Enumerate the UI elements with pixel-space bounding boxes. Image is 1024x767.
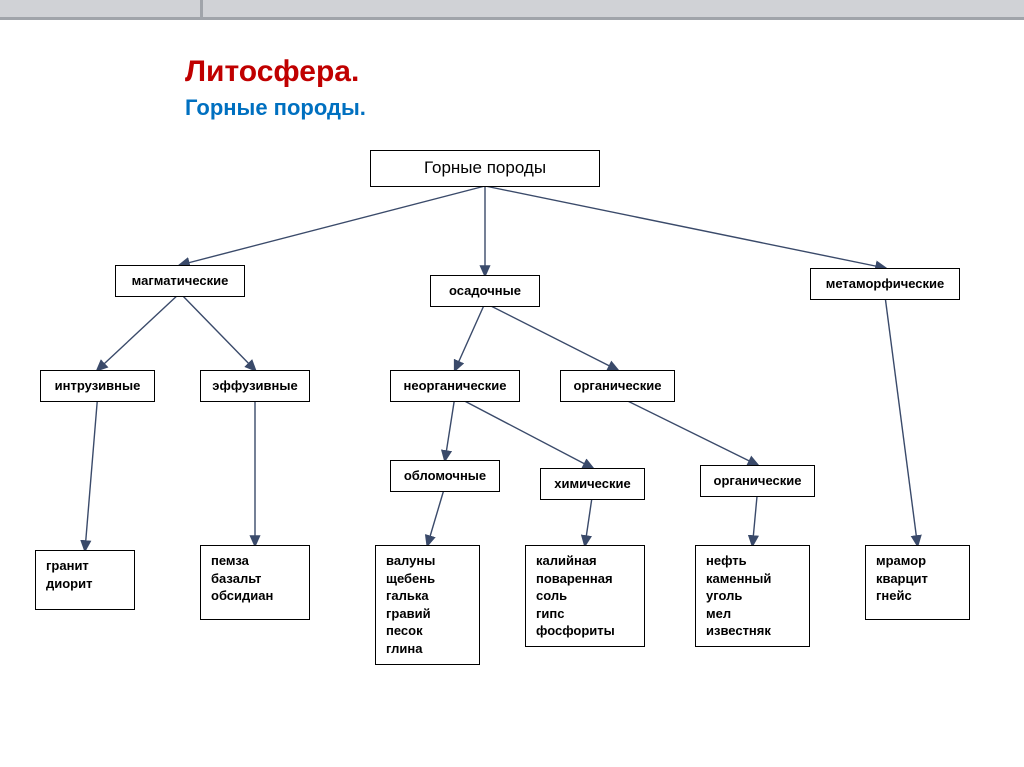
slide-top-border <box>0 0 1024 20</box>
edge-inorganic-chemical <box>455 396 593 468</box>
edge-organic1-organic2 <box>618 396 758 465</box>
node-root: Горные породы <box>370 150 600 187</box>
node-leaf_effusive: пемзабазальтобсидиан <box>200 545 310 620</box>
node-organic2: органические <box>700 465 815 497</box>
node-leaf_chemical: калийнаяповареннаясольгипсфосфориты <box>525 545 645 647</box>
node-inorganic: неорганические <box>390 370 520 402</box>
node-magmatic: магматические <box>115 265 245 297</box>
edge-chemical-leaf_chemical <box>585 494 593 545</box>
edge-root-metamorphic <box>485 186 885 268</box>
edge-sedimentary-inorganic <box>455 303 485 370</box>
edge-magmatic-effusive <box>180 293 255 370</box>
edge-metamorphic-leaf_metamorphic <box>885 296 918 545</box>
node-effusive: эффузивные <box>200 370 310 402</box>
edge-intrusive-leaf_intrusive <box>85 398 98 550</box>
node-organic1: органические <box>560 370 675 402</box>
node-metamorphic: метаморфические <box>810 268 960 300</box>
edge-sedimentary-organic1 <box>485 303 618 370</box>
node-leaf_metamorphic: мраморкварцитгнейс <box>865 545 970 620</box>
node-sedimentary: осадочные <box>430 275 540 307</box>
node-leaf_organic: нефтькаменныйугольмелизвестняк <box>695 545 810 647</box>
edge-magmatic-intrusive <box>98 293 181 370</box>
edge-organic2-leaf_organic <box>753 491 758 545</box>
edge-root-magmatic <box>180 186 485 265</box>
node-leaf_intrusive: гранитдиорит <box>35 550 135 610</box>
title-main: Литосфера. <box>185 55 359 89</box>
edge-clastic-leaf_clastic <box>428 486 446 545</box>
node-leaf_clastic: валуныщебеньгалькагравийпесокглина <box>375 545 480 665</box>
node-clastic: обломочные <box>390 460 500 492</box>
node-intrusive: интрузивные <box>40 370 155 402</box>
node-chemical: химические <box>540 468 645 500</box>
edge-inorganic-clastic <box>445 396 455 460</box>
title-sub: Горные породы. <box>185 95 366 121</box>
